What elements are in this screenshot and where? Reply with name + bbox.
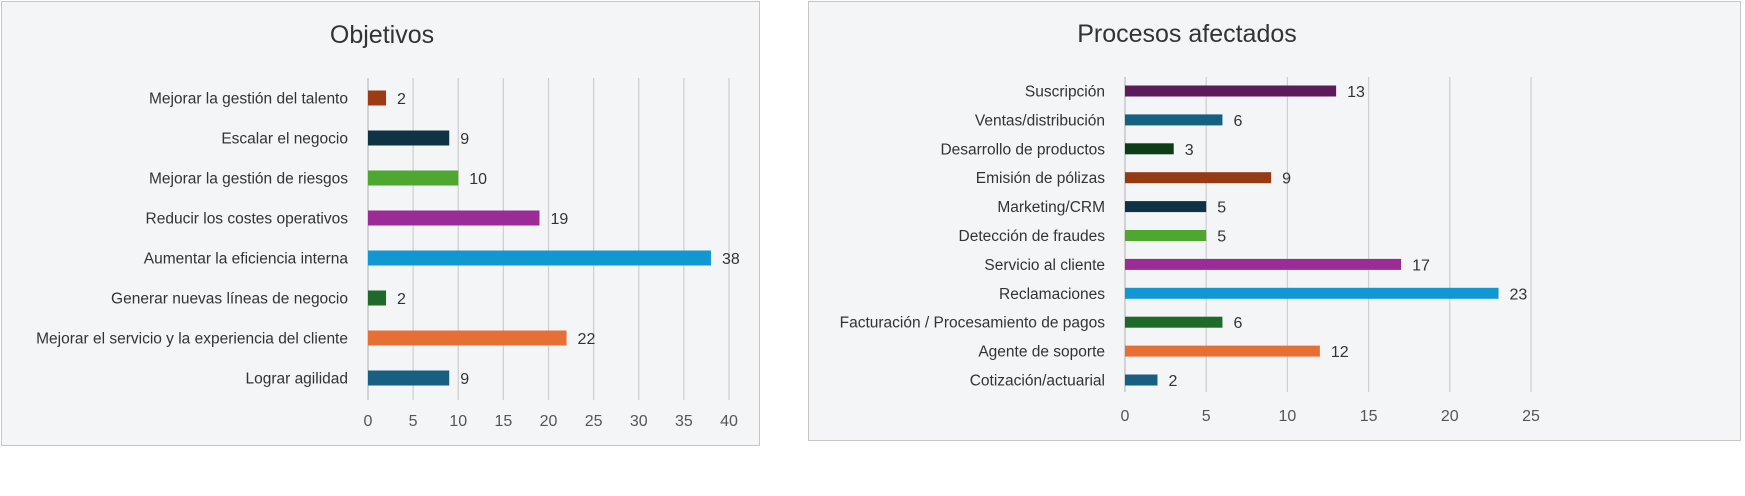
data-label: 38 (722, 251, 740, 268)
data-label: 6 (1233, 113, 1242, 130)
bar (1125, 201, 1207, 213)
bar (1125, 85, 1337, 97)
chart-objetivos: Objetivos 0 5 10 15 20 25 30 35 40 Mejorar la gest… (36, 21, 740, 430)
x-tick-label: 10 (1279, 408, 1297, 425)
x-tick-label: 0 (1121, 408, 1130, 425)
data-label: 9 (460, 371, 469, 388)
chart-title: Objetivos (330, 21, 434, 49)
category-label: Desarrollo de productos (940, 141, 1105, 158)
data-label: 5 (1217, 200, 1226, 217)
category-label: Servicio al cliente (984, 257, 1105, 274)
x-tick-label: 25 (1522, 408, 1540, 425)
data-label: 9 (1282, 171, 1291, 188)
bar (1125, 345, 1320, 357)
category-label: Detección de fraudes (959, 228, 1106, 245)
chart-panel-procesos: Procesos afectados 0 5 10 15 20 25 Suscripción 1… (808, 1, 1741, 441)
category-label: Reclamaciones (999, 286, 1105, 303)
bar (1125, 172, 1272, 184)
x-tick-label: 5 (1202, 408, 1211, 425)
x-tick-label: 40 (720, 413, 738, 430)
chart-title: Procesos afectados (1077, 20, 1297, 48)
category-label: Lograr agilidad (245, 371, 348, 388)
x-tick-label: 30 (630, 413, 648, 430)
x-tick-label: 0 (364, 413, 373, 430)
category-label: Suscripción (1025, 84, 1105, 101)
bar (1125, 258, 1402, 270)
data-label: 5 (1217, 229, 1226, 246)
data-label: 2 (397, 91, 406, 108)
category-label: Aumentar la eficiencia interna (144, 251, 349, 268)
x-tick-label: 15 (1360, 408, 1378, 425)
data-label: 12 (1331, 344, 1349, 361)
category-label: Emisión de pólizas (976, 170, 1105, 187)
x-tick-label: 35 (675, 413, 693, 430)
bar (368, 330, 567, 346)
category-label: Escalar el negocio (221, 131, 348, 148)
data-label: 10 (469, 171, 487, 188)
x-tick-label: 15 (494, 413, 512, 430)
bar (368, 210, 540, 226)
data-label: 9 (460, 131, 469, 148)
data-label: 22 (578, 331, 596, 348)
category-label: Mejorar la gestión del talento (149, 91, 348, 108)
bar (1125, 374, 1158, 386)
x-tick-label: 20 (540, 413, 558, 430)
bar (368, 90, 387, 106)
data-label: 2 (1168, 373, 1177, 390)
bar (1125, 316, 1223, 328)
bar (1125, 114, 1223, 126)
bar (368, 130, 450, 146)
chart-panel-objetivos: Objetivos 0 5 10 15 20 25 30 35 40 Mejorar la gest… (1, 1, 760, 446)
category-label: Cotización/actuarial (970, 373, 1105, 390)
x-tick-label: 10 (449, 413, 467, 430)
bar (368, 170, 459, 186)
bar (1125, 143, 1174, 155)
data-label: 2 (397, 291, 406, 308)
category-label: Ventas/distribución (975, 112, 1105, 129)
data-label: 13 (1347, 84, 1365, 101)
category-label: Facturación / Procesamiento de pagos (840, 315, 1106, 332)
bar (368, 290, 387, 306)
x-tick-label: 25 (585, 413, 603, 430)
data-label: 3 (1185, 142, 1194, 159)
category-label: Generar nuevas líneas de negocio (111, 291, 348, 308)
category-label: Marketing/CRM (997, 199, 1105, 216)
category-label: Agente de soporte (978, 344, 1105, 361)
data-label: 6 (1233, 315, 1242, 332)
bar (1125, 287, 1499, 299)
data-label: 23 (1510, 286, 1528, 303)
bar (368, 370, 450, 386)
category-label: Reducir los costes operativos (146, 211, 349, 228)
bar (1125, 230, 1207, 241)
x-tick-label: 5 (409, 413, 418, 430)
x-tick-label: 20 (1441, 408, 1459, 425)
data-label: 19 (550, 211, 568, 228)
category-label: Mejorar la gestión de riesgos (149, 171, 348, 188)
bar (368, 250, 711, 266)
data-label: 17 (1412, 257, 1430, 274)
category-label: Mejorar el servicio y la experiencia del… (36, 331, 348, 348)
